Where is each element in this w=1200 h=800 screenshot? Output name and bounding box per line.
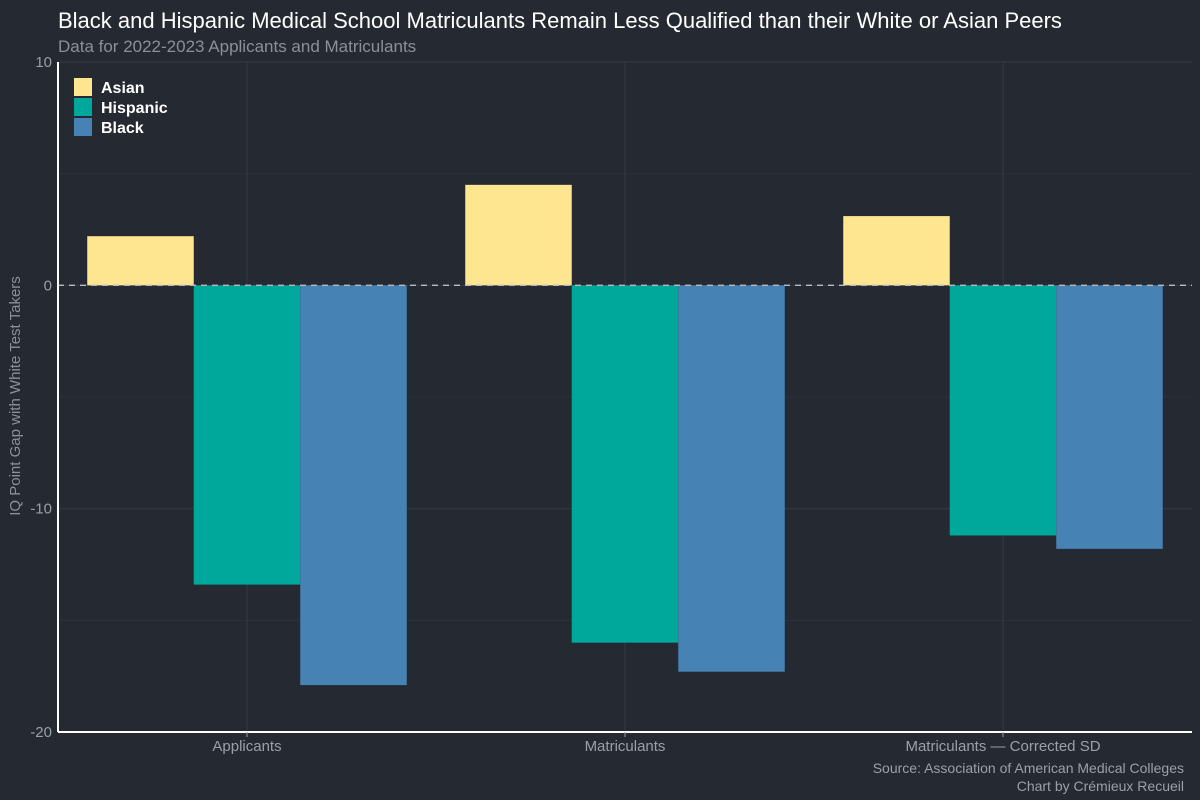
legend-label-black: Black [101,120,144,137]
bar-hispanic-3 [949,285,1057,536]
source-caption: Source: Association of American Medical … [873,760,1184,776]
bar-black-2 [678,285,785,672]
legend-label-asian: Asian [101,80,145,97]
legend: Asian Hispanic Black [74,78,168,137]
legend-swatch-hispanic [74,98,92,116]
y-tick-label: 0 [44,277,52,294]
y-tick-label: 10 [35,54,52,71]
legend-swatch-asian [74,78,92,96]
bar-asian-3 [843,216,950,286]
bar-black-3 [1056,285,1163,549]
x-tick-label: Matriculants — Corrected SD [905,738,1100,755]
axis-layer: 10 0 -10 -20 Applicants Matriculants Matricula… [30,54,1192,755]
chart-subtitle: Data for 2022-2023 Applicants and Matric… [58,37,416,56]
bar-hispanic-1 [193,285,301,585]
bar-black-1 [300,285,407,686]
x-tick-label: Applicants [212,738,281,755]
bar-hispanic-2 [571,285,679,643]
chart-title: Black and Hispanic Medical School Matric… [58,8,1062,33]
legend-swatch-black [74,118,92,136]
bar-asian-2 [465,184,572,286]
credit-caption: Chart by Crémieux Recueil [1017,778,1184,794]
y-tick-label: -10 [30,501,52,518]
x-tick-label: Matriculants [585,738,666,755]
bar-layer [87,184,1163,686]
legend-label-hispanic: Hispanic [101,100,168,117]
y-axis-title: IQ Point Gap with White Test Takers [7,276,24,516]
y-tick-label: -20 [30,724,52,741]
bar-asian-1 [87,236,194,286]
